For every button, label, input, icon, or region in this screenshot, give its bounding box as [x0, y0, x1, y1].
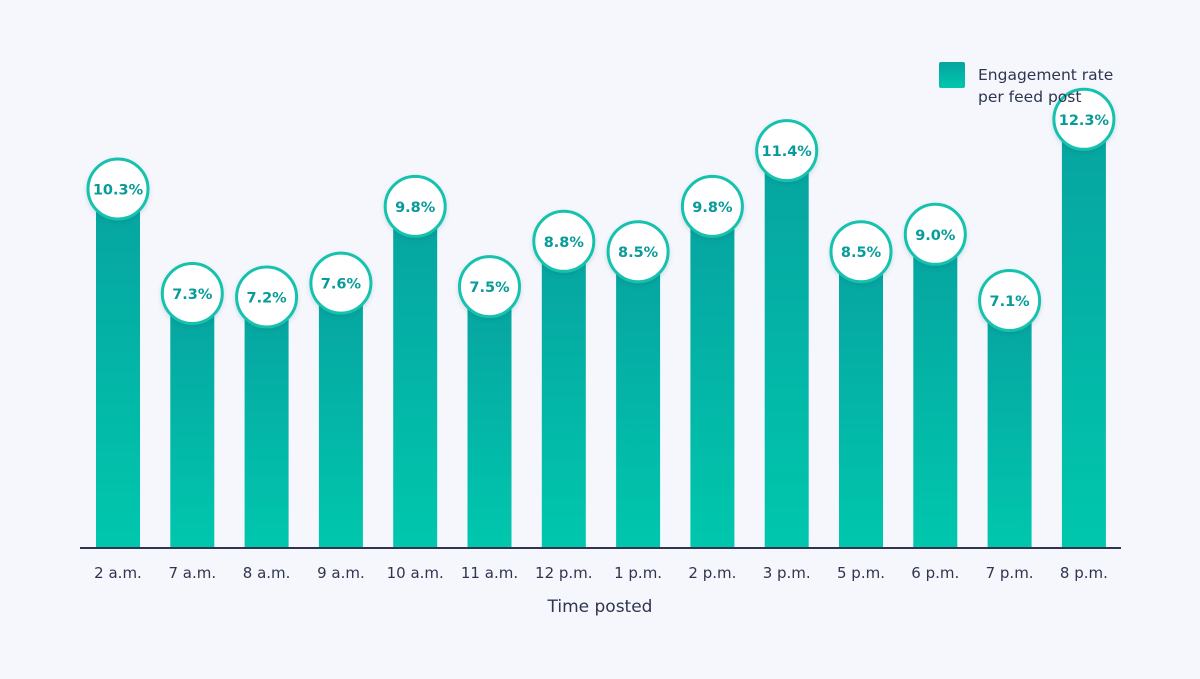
x-tick-labels-group: 2 a.m. 7 a.m. 8 a.m. 9 a.m. 10 a.m. 11 a.m. 12…: [94, 564, 1108, 582]
x-tick-label: 3 p.m.: [763, 564, 811, 582]
x-tick-label: 5 p.m.: [837, 564, 885, 582]
data-label: 8.5%: [618, 245, 659, 261]
x-tick-label: 2 p.m.: [688, 564, 736, 582]
data-label-circle: [1052, 87, 1116, 151]
x-axis-title: Time posted: [547, 597, 653, 617]
data-label-badge: 9.8%: [680, 174, 744, 238]
data-label: 9.8%: [395, 200, 436, 216]
bar: [467, 286, 512, 548]
x-tick-label: 9 a.m.: [317, 564, 365, 582]
bar: [541, 241, 586, 549]
legend-label-line-1: Engagement rate: [978, 66, 1113, 84]
bar: [1061, 119, 1106, 549]
data-label: 8.5%: [841, 245, 882, 261]
data-label-badge: 12.3%: [1052, 87, 1116, 151]
bars-group: [96, 119, 1106, 549]
data-label: 7.1%: [989, 294, 1030, 310]
data-label-circle: [903, 202, 967, 266]
bar: [690, 206, 735, 548]
data-label-badge: 7.2%: [235, 265, 299, 329]
x-tick-label: 12 p.m.: [535, 564, 593, 582]
bar: [244, 297, 289, 548]
bar: [764, 150, 809, 548]
data-label: 8.8%: [544, 235, 585, 251]
data-label-circle: [978, 269, 1042, 332]
bar: [913, 234, 958, 549]
data-label-circle: [680, 174, 744, 238]
data-label-badge: 8.8%: [532, 209, 596, 273]
x-tick-label: 7 a.m.: [168, 564, 216, 582]
data-label-badge: 7.1%: [978, 269, 1042, 332]
bar: [393, 206, 438, 548]
x-tick-label: 8 p.m.: [1060, 564, 1108, 582]
data-label: 9.8%: [692, 200, 733, 216]
x-tick-label: 1 p.m.: [614, 564, 662, 582]
data-label-circle: [532, 209, 596, 273]
data-label-badge: 8.5%: [829, 220, 893, 284]
data-label: 10.3%: [93, 183, 144, 199]
legend-label-line-2: per feed post: [978, 88, 1081, 106]
data-labels-group: 10.3% 7.3% 7.2% 7.6% 9.8% 7.5% 8.8% 8.5% 9.8% 11.…: [86, 87, 1116, 332]
data-label: 7.5%: [469, 280, 510, 296]
data-label-circle: [86, 157, 150, 221]
bar: [170, 293, 215, 548]
bar: [839, 251, 883, 548]
data-label: 7.6%: [321, 277, 362, 293]
data-label-badge: 7.5%: [458, 255, 521, 319]
data-label-badge: 7.3%: [160, 262, 224, 325]
data-label: 11.4%: [762, 144, 813, 160]
data-label: 7.2%: [246, 291, 287, 307]
data-label: 9.0%: [915, 228, 956, 244]
bar: [96, 189, 140, 548]
data-label-badge: 10.3%: [86, 157, 150, 221]
data-label-badge: 7.6%: [309, 251, 373, 315]
data-label-circle: [458, 255, 521, 319]
data-label-badge: 9.0%: [903, 202, 967, 266]
x-tick-label: 10 a.m.: [387, 564, 444, 582]
data-label-circle: [235, 265, 299, 329]
x-tick-label: 8 a.m.: [243, 564, 291, 582]
legend-swatch: [939, 62, 965, 88]
legend: Engagement rate per feed post: [939, 62, 1113, 106]
data-label-badge: 8.5%: [606, 220, 670, 284]
data-label-circle: [829, 220, 893, 284]
data-label-circle: [383, 174, 447, 238]
data-label-badge: 11.4%: [755, 119, 819, 183]
bar: [987, 300, 1032, 548]
data-label: 12.3%: [1059, 113, 1110, 129]
data-label-badge: 9.8%: [383, 174, 447, 238]
data-label: 7.3%: [172, 287, 213, 303]
data-label-circle: [309, 251, 373, 315]
x-tick-label: 7 p.m.: [986, 564, 1034, 582]
x-tick-label: 2 a.m.: [94, 564, 142, 582]
x-tick-label: 6 p.m.: [911, 564, 959, 582]
data-label-circle: [606, 220, 670, 284]
data-label-circle: [160, 262, 224, 325]
data-label-circle: [755, 119, 819, 183]
x-tick-label: 11 a.m.: [461, 564, 518, 582]
bar: [318, 283, 363, 548]
bar: [616, 251, 661, 548]
